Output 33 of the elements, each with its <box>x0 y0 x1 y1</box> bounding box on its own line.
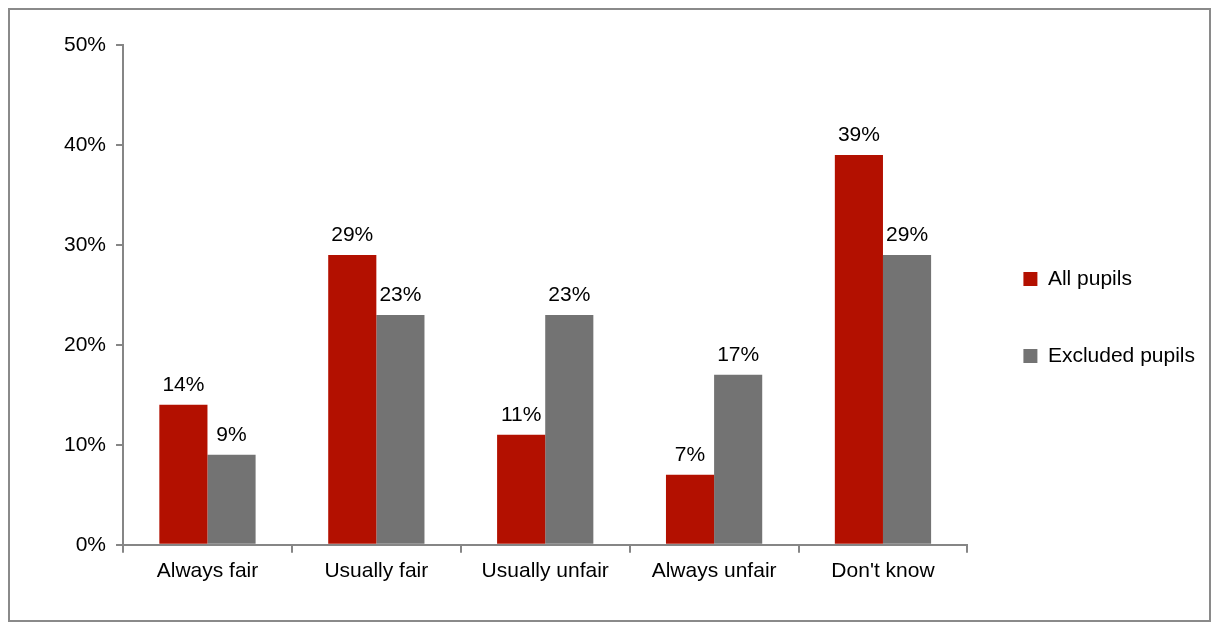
y-tick-label: 0% <box>75 531 107 555</box>
data-label: 11% <box>500 401 542 425</box>
bar <box>376 314 425 544</box>
data-label: 9% <box>216 421 247 445</box>
data-label: 29% <box>331 221 374 245</box>
x-tick-label: Always unfair <box>651 558 777 582</box>
x-tick-label: Usually fair <box>324 558 429 582</box>
bar <box>545 314 594 544</box>
bar <box>328 254 377 544</box>
legend-label: Excluded pupils <box>1047 342 1195 366</box>
data-label: 17% <box>717 341 760 365</box>
bar <box>714 374 763 544</box>
y-tick-label: 40% <box>64 131 107 155</box>
data-label: 14% <box>162 371 205 395</box>
bar <box>207 454 256 544</box>
x-tick-label: Don't know <box>831 558 936 582</box>
data-label: 7% <box>674 441 706 465</box>
x-tick-label: Usually unfair <box>481 558 609 582</box>
bar <box>159 404 208 544</box>
data-label: 23% <box>548 281 591 305</box>
legend-label: All pupils <box>1047 265 1132 289</box>
data-label: 23% <box>379 281 422 305</box>
bar <box>834 154 883 544</box>
y-tick-label: 10% <box>64 431 107 455</box>
data-label: 29% <box>886 221 929 245</box>
bar <box>882 254 932 544</box>
x-tick-label: Always fair <box>156 558 259 582</box>
y-tick-label: 30% <box>64 231 107 255</box>
y-tick-label: 50% <box>64 31 107 55</box>
bar <box>665 474 715 544</box>
y-tick-label: 20% <box>64 331 107 355</box>
bar <box>497 434 546 544</box>
data-label: 39% <box>837 121 880 145</box>
